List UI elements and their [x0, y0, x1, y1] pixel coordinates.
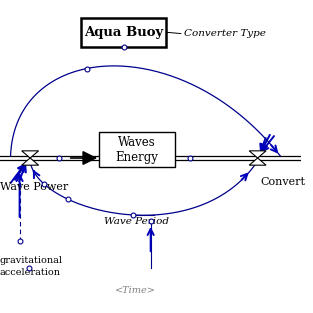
Polygon shape [249, 158, 266, 165]
Text: gravitational: gravitational [0, 256, 63, 265]
Text: Waves
Energy: Waves Energy [116, 136, 159, 164]
Polygon shape [22, 151, 38, 158]
Polygon shape [22, 158, 38, 165]
Text: Wave Power: Wave Power [0, 182, 68, 192]
Text: Converter Type: Converter Type [184, 29, 266, 38]
Polygon shape [249, 151, 266, 158]
Text: acceleration: acceleration [0, 268, 61, 277]
FancyBboxPatch shape [81, 18, 166, 47]
Text: Convert: Convert [261, 177, 305, 187]
Text: <Time>: <Time> [115, 286, 155, 295]
Text: Aqua Buoy: Aqua Buoy [84, 26, 163, 39]
Text: Wave Period: Wave Period [104, 217, 169, 226]
FancyBboxPatch shape [100, 132, 175, 167]
